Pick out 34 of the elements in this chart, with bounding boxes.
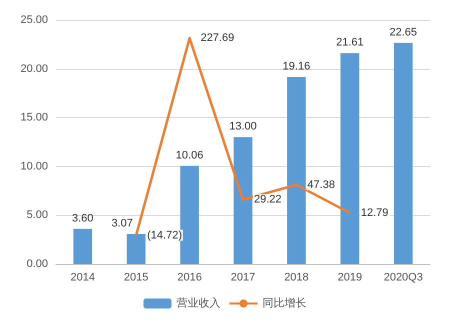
data-label: 10.06 xyxy=(176,149,204,162)
bar xyxy=(73,228,92,264)
x-tick-label: 2015 xyxy=(124,272,148,284)
x-tick-label: 2018 xyxy=(284,272,309,284)
y-tick-label: 25.00 xyxy=(20,14,48,26)
data-label: (14.72) xyxy=(147,229,182,242)
data-label: 19.16 xyxy=(282,60,310,72)
data-label: 22.65 xyxy=(390,26,418,38)
data-label: 3.60 xyxy=(72,212,94,224)
bar xyxy=(234,137,252,264)
data-label: 13.00 xyxy=(229,120,257,133)
y-tick-label: 20.00 xyxy=(20,62,48,75)
bar xyxy=(287,77,306,264)
x-tick-label: 2020Q3 xyxy=(384,272,423,284)
y-tick-label: 5.00 xyxy=(26,209,48,222)
bar xyxy=(180,166,199,264)
data-label: 12.79 xyxy=(360,206,388,219)
x-tick-label: 2014 xyxy=(70,272,95,284)
bar xyxy=(126,234,146,264)
bar xyxy=(340,53,360,264)
legend-label: 营业收入 xyxy=(176,296,220,310)
x-tick-label: 2016 xyxy=(177,272,202,284)
y-tick-label: 15.00 xyxy=(20,112,48,124)
y-tick-label: 0.00 xyxy=(26,258,48,270)
x-tick-label: 2019 xyxy=(338,272,362,284)
x-tick-label: 2017 xyxy=(230,272,256,284)
legend-label: 同比增长 xyxy=(262,296,306,310)
data-label: 227.69 xyxy=(200,32,234,44)
data-label: 29.22 xyxy=(254,194,282,206)
bar xyxy=(394,42,413,264)
data-label: 3.07 xyxy=(111,218,133,230)
y-tick-label: 10.00 xyxy=(20,160,48,172)
data-label: 47.38 xyxy=(307,178,335,191)
data-label: 21.61 xyxy=(336,36,364,49)
